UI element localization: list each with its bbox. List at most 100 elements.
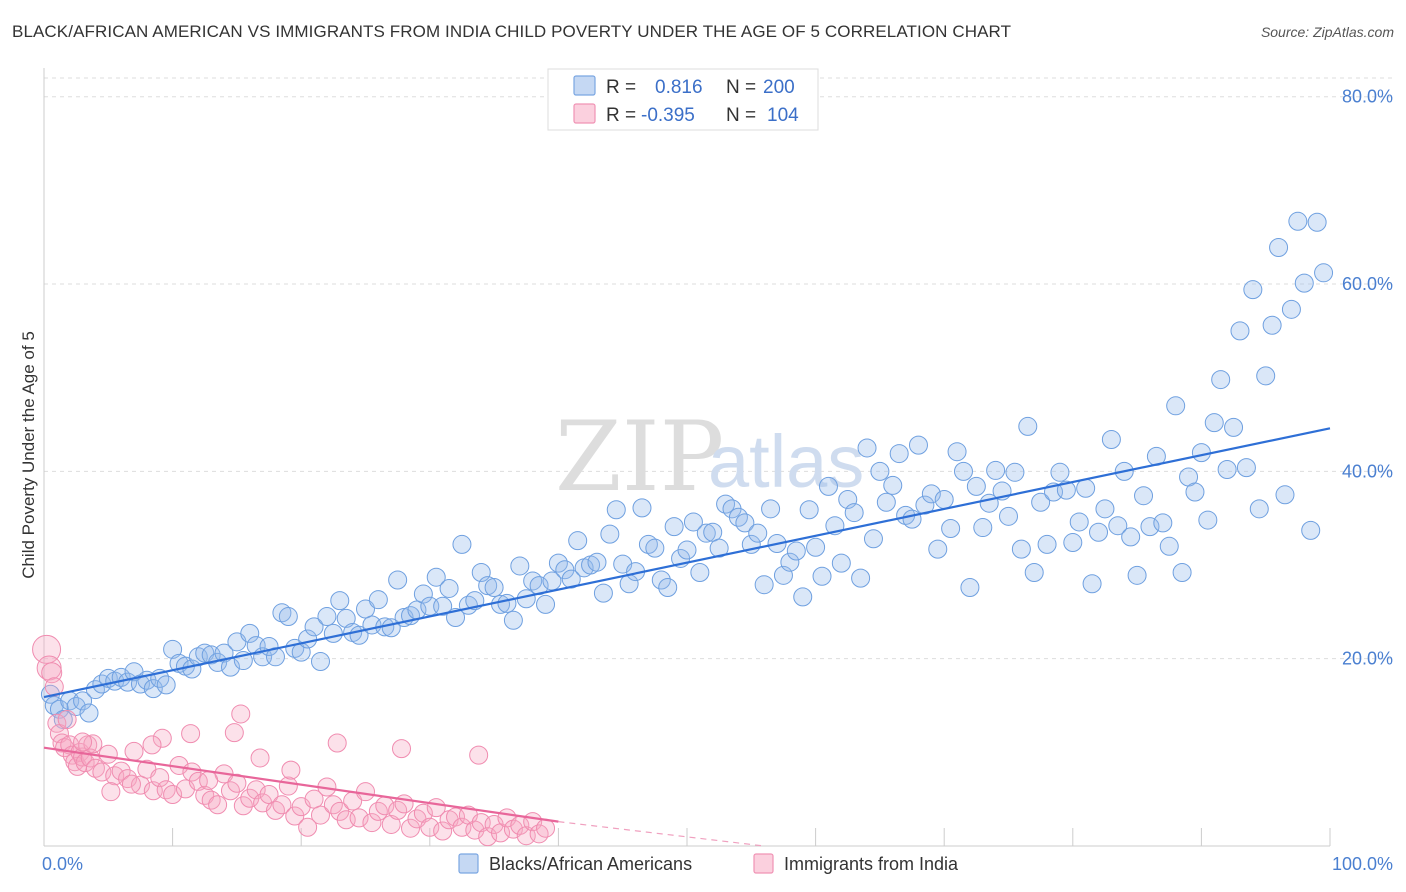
pink-point-99 — [469, 745, 489, 765]
blue-point-15 — [130, 674, 150, 694]
pink-point-89 — [536, 818, 556, 838]
x-tick-label-right: 100.0% — [1332, 854, 1393, 874]
blue-point-192 — [1269, 238, 1289, 258]
blue-point-98 — [664, 517, 684, 537]
blue-point-73 — [503, 610, 523, 630]
axes — [43, 68, 1331, 847]
y-tick-labels: 20.0% 40.0% 60.0% 80.0% — [1342, 87, 1393, 669]
blue-point-82 — [561, 569, 581, 589]
pink-point-52 — [298, 817, 318, 837]
pink-point-42 — [233, 796, 253, 816]
pink-point-92 — [152, 728, 172, 748]
blue-point-32 — [240, 623, 260, 643]
blue-point-177 — [1172, 563, 1192, 583]
pink-point-31 — [163, 784, 183, 804]
blue-point-156 — [1037, 534, 1057, 554]
legend-r-label-2: R = — [606, 105, 636, 126]
blue-point-163 — [1082, 574, 1102, 594]
blue-point-153 — [1018, 416, 1038, 436]
blue-point-179 — [1185, 482, 1205, 502]
pink-point-93 — [199, 770, 219, 790]
blue-point-165 — [1095, 499, 1115, 519]
pink-point-50 — [285, 806, 305, 826]
blue-point-135 — [902, 509, 922, 529]
pink-point-61 — [356, 782, 375, 802]
trend-lines — [43, 427, 1331, 847]
pink-point-94 — [224, 723, 244, 743]
blue-point-120 — [806, 537, 826, 557]
blue-point-164 — [1089, 522, 1109, 542]
blue-point-155 — [1031, 492, 1051, 512]
blue-point-116 — [780, 552, 800, 572]
blue-point-20 — [163, 639, 183, 659]
blue-point-97 — [658, 578, 678, 598]
blue-point-142 — [947, 442, 967, 462]
blue-point-191 — [1262, 315, 1282, 335]
blue-point-181 — [1198, 510, 1218, 530]
series-legend: Blacks/African Americans Immigrants from… — [458, 853, 959, 874]
pink-point-40 — [220, 781, 240, 801]
blue-point-161 — [1069, 512, 1089, 532]
blue-point-166 — [1101, 430, 1121, 450]
y-axis-title: Child Poverty Under the Age of 5 — [19, 331, 38, 579]
pink-point-60 — [349, 808, 369, 828]
blue-point-47 — [336, 608, 356, 628]
blue-point-45 — [323, 623, 343, 643]
blue-point-187 — [1236, 458, 1256, 478]
blue-point-144 — [960, 578, 980, 598]
blue-point-158 — [1050, 462, 1070, 482]
pink-point-80 — [478, 827, 498, 847]
pink-point-90 — [101, 782, 121, 802]
legend-n-value-1: 200 — [763, 77, 795, 98]
blue-point-132 — [883, 475, 903, 495]
pink-point-1 — [36, 655, 62, 681]
pink-point-101 — [181, 724, 201, 744]
blue-point-193 — [1275, 485, 1295, 505]
blue-point-199 — [1314, 263, 1334, 283]
blue-point-128 — [857, 438, 877, 458]
blue-point-169 — [1121, 527, 1141, 547]
blue-point-171 — [1134, 486, 1154, 506]
pink-point-71 — [420, 817, 440, 837]
pink-point-103 — [142, 735, 162, 755]
blue-point-196 — [1294, 273, 1314, 293]
pink-point-73 — [433, 821, 453, 841]
blue-point-62 — [433, 596, 453, 616]
blue-point-37 — [272, 603, 292, 623]
blue-point-112 — [754, 575, 774, 595]
pink-point-29 — [150, 768, 170, 788]
trend-line-blue — [43, 427, 1331, 699]
blue-point-160 — [1063, 533, 1083, 553]
pink-point-48 — [272, 795, 292, 815]
blue-point-113 — [761, 499, 781, 519]
blue-point-109 — [735, 513, 755, 533]
blue-point-7 — [79, 703, 99, 723]
watermark-atlas: atlas — [708, 420, 864, 503]
blue-point-152 — [1011, 539, 1031, 559]
blue-point-78 — [536, 594, 556, 614]
blue-point-151 — [1005, 462, 1025, 482]
blue-point-124 — [831, 553, 851, 573]
blue-point-126 — [844, 503, 864, 523]
pink-point-65 — [381, 814, 401, 834]
blue-point-182 — [1204, 413, 1224, 433]
pink-point-20 — [92, 762, 112, 782]
blue-point-195 — [1288, 211, 1308, 231]
blue-point-175 — [1159, 536, 1179, 556]
blue-point-65 — [452, 534, 472, 554]
blue-point-81 — [555, 560, 575, 580]
pink-point-102 — [73, 732, 93, 752]
blue-point-183 — [1211, 370, 1231, 390]
blue-point-104 — [703, 522, 723, 542]
blue-point-72 — [497, 593, 517, 613]
blue-point-70 — [484, 578, 504, 598]
blue-point-42 — [304, 617, 324, 637]
correlation-legend: R = 0.816 N = 200 R = -0.395 N = 104 — [547, 68, 819, 131]
pink-point-19 — [85, 758, 105, 778]
trend-line-pink — [43, 746, 559, 823]
legend-r-value-2: -0.395 — [641, 105, 695, 126]
blue-point-136 — [908, 435, 928, 455]
pink-point-0 — [32, 634, 62, 664]
blue-point-89 — [606, 500, 626, 520]
blue-point-46 — [330, 591, 350, 611]
